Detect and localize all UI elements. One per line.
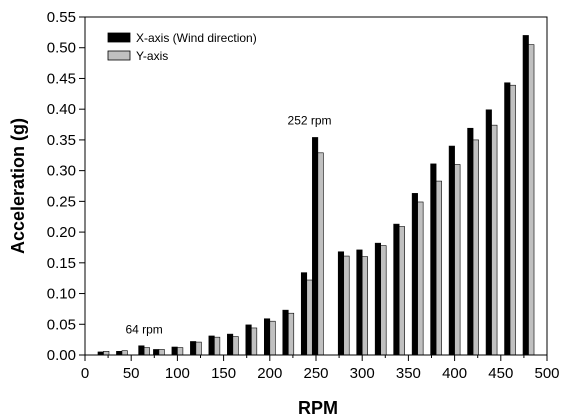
- x-tick-label: 450: [488, 365, 513, 382]
- y-tick-label: 0.00: [47, 347, 76, 364]
- bar-x-axis-460rpm: [504, 82, 511, 356]
- bar-x-axis-320rpm: [374, 242, 381, 356]
- x-tick-label: 250: [303, 365, 328, 382]
- bar-y-axis-440rpm: [491, 124, 498, 356]
- bars-layer: [97, 35, 535, 356]
- bar-y-axis-240rpm: [306, 279, 313, 356]
- bar-x-axis-380rpm: [430, 163, 437, 356]
- x-tick-label: 500: [534, 365, 559, 382]
- bar-x-axis-420rpm: [467, 127, 474, 356]
- bar-y-axis-140rpm: [214, 336, 221, 356]
- legend-swatch-x-axis: [107, 32, 131, 43]
- bar-x-axis-100rpm: [171, 346, 178, 356]
- bar-x-axis-300rpm: [356, 249, 363, 356]
- bar-y-axis-64rpm: [143, 347, 150, 356]
- bar-y-axis-252rpm: [317, 152, 324, 356]
- bar-y-axis-100rpm: [177, 347, 184, 356]
- annotation-252-rpm: 252 rpm: [288, 114, 332, 128]
- y-tick-label: 0.15: [47, 255, 76, 272]
- bar-y-axis-480rpm: [528, 44, 535, 356]
- bar-y-axis-300rpm: [361, 256, 369, 356]
- y-tick-label: 0.35: [47, 132, 76, 149]
- bar-x-axis-140rpm: [208, 335, 215, 356]
- bar-y-axis-200rpm: [269, 320, 276, 356]
- x-tick-label: 200: [257, 365, 282, 382]
- bar-y-axis-400rpm: [454, 164, 461, 356]
- bar-x-axis-120rpm: [190, 341, 197, 356]
- annotations-layer: 64 rpm 252 rpm: [125, 114, 331, 337]
- bar-y-axis-20rpm: [103, 351, 110, 356]
- x-tick-label: 400: [442, 365, 467, 382]
- bar-x-axis-220rpm: [282, 309, 289, 356]
- bar-y-axis-420rpm: [472, 139, 479, 356]
- x-tick-label: 300: [350, 365, 375, 382]
- bar-y-axis-460rpm: [509, 84, 516, 356]
- y-tick-label: 0.05: [47, 316, 76, 333]
- x-tick-label: 50: [123, 365, 140, 382]
- y-tick-label: 0.45: [47, 70, 76, 87]
- bar-y-axis-360rpm: [417, 201, 424, 356]
- legend-swatch-y-axis: [107, 50, 131, 61]
- y-tick-label: 0.50: [47, 40, 76, 57]
- legend: X-axis (Wind direction) Y-axis: [107, 31, 257, 63]
- y-tick-label: 0.40: [47, 101, 76, 118]
- legend-label-x-axis: X-axis (Wind direction): [136, 31, 257, 45]
- legend-label-y-axis: Y-axis: [136, 49, 168, 63]
- bar-x-axis-180rpm: [245, 324, 252, 356]
- bar-y-axis-40rpm: [121, 350, 128, 356]
- bar-x-axis-400rpm: [448, 145, 455, 356]
- bar-y-axis-80rpm: [158, 349, 165, 356]
- y-tick-label: 0.30: [47, 163, 76, 180]
- bar-y-axis-180rpm: [251, 327, 258, 356]
- x-tick-label: 100: [165, 365, 190, 382]
- y-tick-label: 0.10: [47, 286, 76, 303]
- bar-x-axis-64rpm: [138, 345, 145, 356]
- bar-x-axis-252rpm: [312, 137, 319, 356]
- y-axis-title: Acceleration (g): [8, 118, 28, 254]
- y-tick-label: 0.20: [47, 224, 76, 241]
- bar-y-axis-160rpm: [232, 336, 239, 356]
- bar-x-axis-40rpm: [116, 351, 123, 356]
- bar-x-axis-80rpm: [153, 349, 160, 356]
- bar-y-axis-280rpm: [343, 255, 350, 356]
- y-axis-ticks: 0.00 0.05 0.10 0.15 0.20 0.25 0.30 0.35 0.40 0.45…: [47, 9, 85, 364]
- bar-y-axis-340rpm: [398, 226, 405, 356]
- bar-x-axis-240rpm: [300, 272, 308, 356]
- annotation-64-rpm: 64 rpm: [125, 322, 162, 336]
- bar-x-axis-360rpm: [411, 193, 418, 356]
- bar-x-axis-280rpm: [337, 251, 345, 356]
- bar-x-axis-440rpm: [485, 109, 492, 356]
- x-tick-label: 350: [396, 365, 421, 382]
- bar-y-axis-220rpm: [287, 312, 295, 356]
- bar-y-axis-380rpm: [435, 180, 442, 356]
- bar-x-axis-340rpm: [393, 223, 400, 356]
- bar-x-axis-480rpm: [522, 35, 529, 356]
- bar-y-axis-320rpm: [380, 245, 387, 356]
- x-tick-label: 0: [81, 365, 89, 382]
- bar-y-axis-120rpm: [195, 341, 202, 356]
- y-tick-label: 0.55: [47, 9, 76, 26]
- bar-x-axis-160rpm: [227, 333, 234, 356]
- x-axis-ticks: 0 50 100 150 200 250 300 350 400 450 500: [81, 355, 560, 382]
- x-tick-label: 150: [211, 365, 236, 382]
- y-tick-label: 0.25: [47, 193, 76, 210]
- x-axis-title: RPM: [298, 398, 338, 418]
- bar-x-axis-200rpm: [263, 318, 271, 356]
